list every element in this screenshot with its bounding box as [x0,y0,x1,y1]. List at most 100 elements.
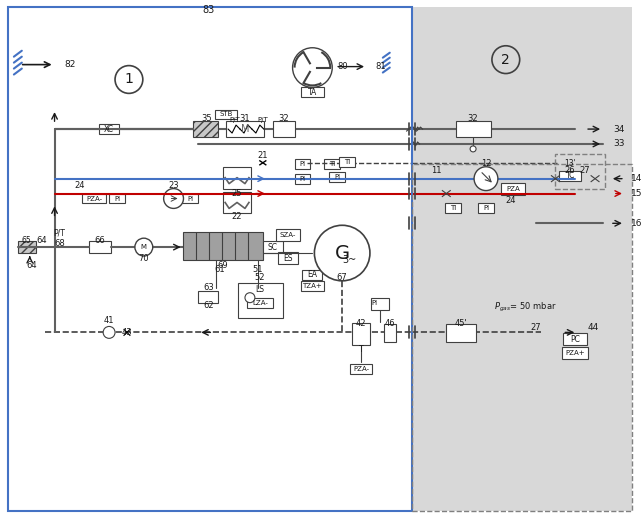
Text: PI: PI [299,161,306,167]
Text: TI: TI [450,206,456,211]
Bar [273,121,295,137]
Text: 44: 44 [587,323,598,332]
Bar [446,204,461,213]
Text: PC: PC [570,335,580,344]
Text: 67: 67 [337,274,347,282]
Bar [412,7,632,511]
Bar [384,324,395,342]
Bar [412,164,632,511]
Text: ES: ES [283,253,292,263]
Bar [555,154,605,189]
Text: 2: 2 [501,53,510,67]
Text: PZA+: PZA+ [566,350,585,356]
Text: 13': 13' [564,160,576,168]
Text: 81: 81 [375,62,385,71]
Text: TC: TC [566,171,575,180]
Bar [478,204,494,213]
Text: PI: PI [483,206,489,211]
Text: 23: 23 [168,181,179,190]
Bar [352,323,370,346]
Text: LZA-: LZA- [252,299,268,306]
Text: TI: TI [344,159,351,165]
Circle shape [474,167,498,191]
Text: PI: PI [299,176,306,182]
Circle shape [103,326,115,338]
Bar [562,347,588,359]
Text: 52: 52 [255,274,265,282]
Text: 63: 63 [203,283,214,292]
Bar [184,232,263,260]
Text: SC: SC [268,242,278,252]
Text: TZA+: TZA+ [302,283,322,289]
Text: 61: 61 [215,265,225,275]
Bar [215,110,237,119]
Text: 51: 51 [252,265,263,275]
Text: 66: 66 [95,236,105,244]
Text: 69: 69 [218,262,229,270]
Bar [223,192,251,213]
Bar [226,121,264,137]
Text: 24: 24 [505,196,516,205]
Text: 1: 1 [125,73,134,87]
Circle shape [164,189,184,208]
Text: 15: 15 [631,189,642,198]
Bar [278,252,297,264]
Text: PZA-: PZA- [353,366,369,372]
Text: P/T: P/T [230,117,240,123]
Bar [563,334,587,346]
Circle shape [115,66,143,93]
Text: 21: 21 [257,151,268,161]
Text: $P_{gas}$= 50 mbar: $P_{gas}$= 50 mbar [494,301,557,314]
Text: T: T [359,345,363,354]
Bar [302,270,322,280]
Text: 82: 82 [64,60,76,69]
Bar [89,241,111,253]
Bar [501,183,525,195]
Bar [456,121,491,137]
Text: STB: STB [220,111,233,117]
Text: 62: 62 [203,301,214,310]
Bar [193,121,218,137]
Text: 65: 65 [22,236,31,244]
Bar [329,172,345,182]
Text: PZA: PZA [506,185,519,192]
Bar [339,157,355,167]
Text: PI: PI [372,299,378,306]
Text: M: M [141,244,147,250]
Circle shape [470,146,476,152]
Circle shape [245,293,255,303]
Text: 34: 34 [613,124,624,134]
Text: 80: 80 [337,62,348,71]
Bar [238,283,282,318]
Bar [109,194,125,204]
Text: 64: 64 [27,262,37,270]
Bar [295,159,311,169]
Text: 12: 12 [481,160,491,168]
Text: 70: 70 [139,253,149,263]
Bar [198,291,218,303]
Circle shape [315,225,370,281]
Text: 45': 45' [455,319,467,328]
Bar [82,194,106,204]
Text: M: M [241,124,249,134]
Bar [300,281,324,291]
Text: P/T: P/T [257,117,268,123]
Text: 64: 64 [37,236,47,244]
Text: 41: 41 [104,316,114,325]
Text: 31: 31 [239,113,250,123]
Text: TA: TA [308,88,317,97]
Bar [99,124,119,134]
Text: PI: PI [334,174,340,180]
Text: 24: 24 [74,181,85,190]
Circle shape [135,238,153,256]
Text: PI: PI [114,195,120,202]
Text: 43: 43 [121,328,132,337]
Bar [324,159,340,169]
Text: 11: 11 [431,166,442,175]
Bar [446,324,476,342]
Bar [275,229,300,241]
Text: XC: XC [104,124,114,134]
Bar [295,174,311,183]
Circle shape [293,48,333,88]
Text: EA: EA [308,270,317,279]
